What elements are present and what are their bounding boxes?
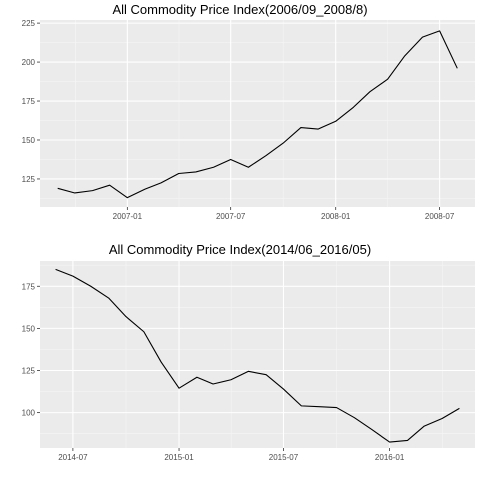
series-line: [55, 268, 460, 443]
chart-svg: 125 150 175 200 225 2007-01 2007-07 2008-01 2008…: [22, 19, 475, 221]
x-tick-label: 2016-01: [375, 453, 405, 462]
x-tick-label: 2015-01: [164, 453, 194, 462]
chart-panel-bottom: All Commodity Price Index(2014/06_2016/0…: [0, 240, 480, 480]
y-tick-label: 200: [22, 58, 36, 67]
x-tick-label: 2014-07: [58, 453, 88, 462]
chart-svg: 100 125 150 175 2014-07 2015-01 2015-07 2016-01: [22, 261, 475, 462]
chart-title: All Commodity Price Index(2006/09_2008/8…: [112, 2, 368, 17]
y-tick-label: 225: [22, 19, 36, 28]
y-tick-label: 150: [22, 324, 36, 333]
y-tick-label: 125: [22, 175, 36, 184]
plot-background: [40, 261, 475, 448]
y-tick-label: 100: [22, 409, 36, 418]
chart-panel-top: All Commodity Price Index(2006/09_2008/8…: [22, 2, 475, 221]
y-tick-label: 125: [22, 367, 36, 376]
y-tick-label: 150: [22, 136, 36, 145]
x-tick-label: 2008-07: [425, 212, 455, 221]
x-tick-label: 2007-07: [216, 212, 246, 221]
x-tick-label: 2008-01: [321, 212, 351, 221]
plot-background: [40, 20, 475, 207]
series-line: [57, 30, 458, 199]
y-tick-label: 175: [22, 282, 36, 291]
y-tick-label: 175: [22, 97, 36, 106]
x-tick-label: 2015-07: [269, 453, 299, 462]
x-tick-label: 2007-01: [113, 212, 143, 221]
chart-title: All Commodity Price Index(2014/06_2016/0…: [108, 242, 372, 257]
